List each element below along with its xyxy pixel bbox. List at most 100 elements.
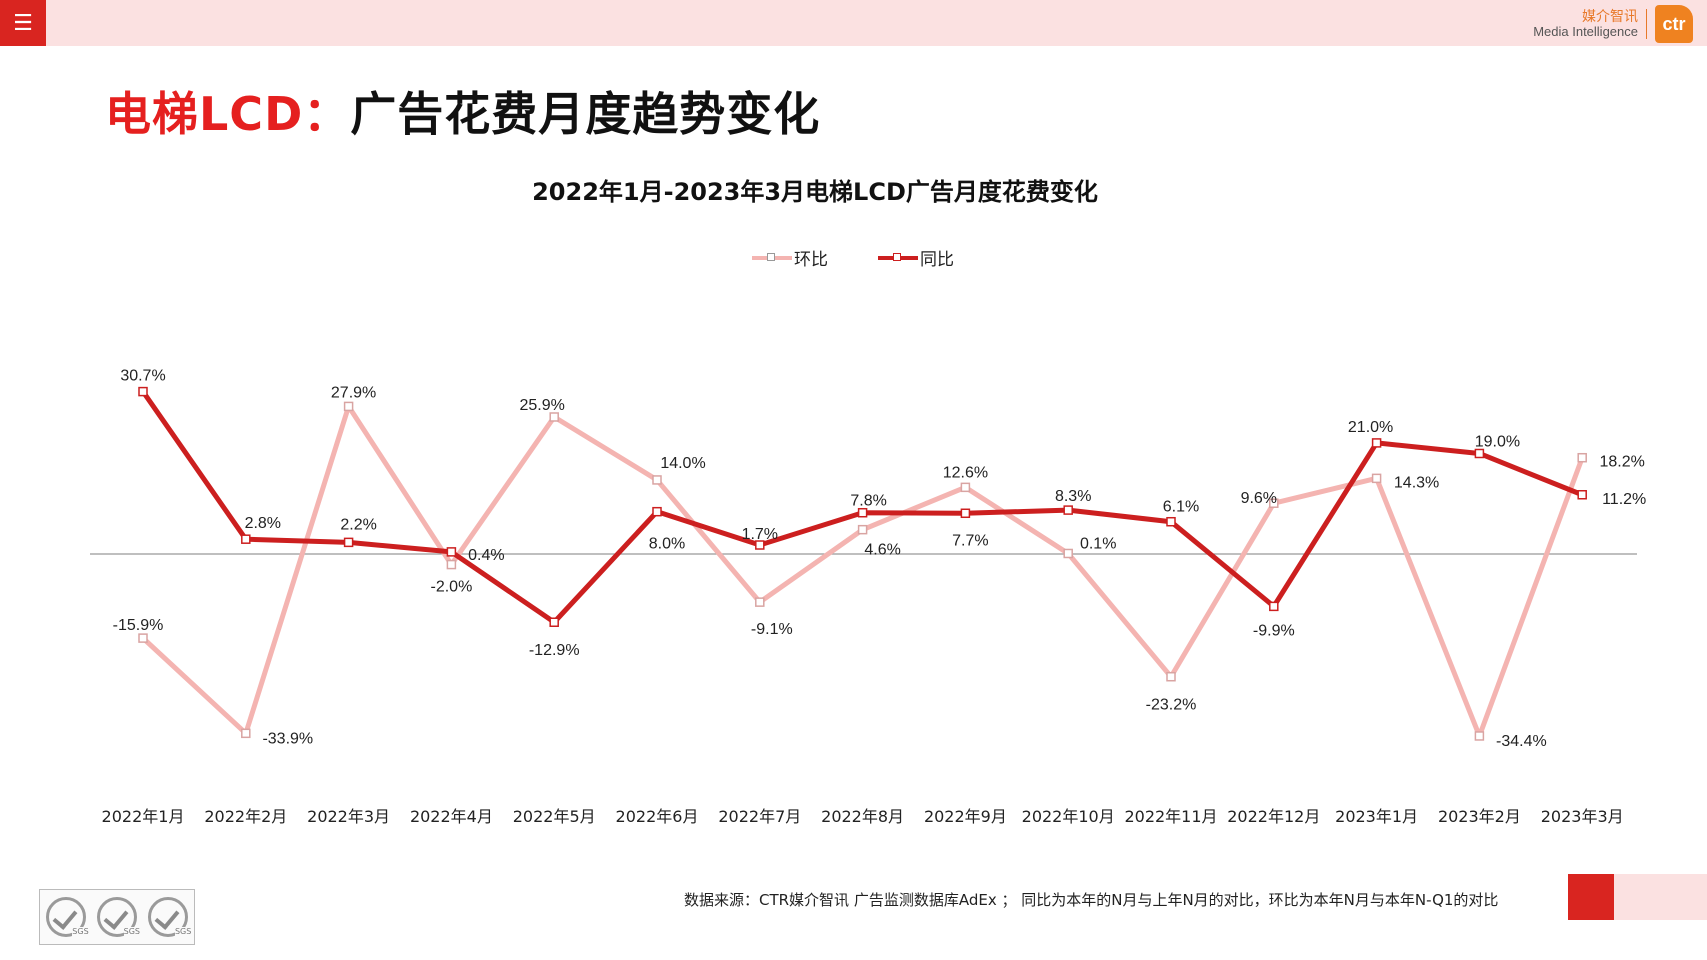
legend-item-hb: 环比 xyxy=(752,245,828,270)
data-point-tb xyxy=(1063,505,1073,515)
data-point-tb xyxy=(343,537,354,548)
sgs-check-icon: SGS xyxy=(45,897,89,937)
data-point-tb xyxy=(652,506,662,517)
x-tick-label: 2023年1月 xyxy=(1335,807,1418,826)
data-label-tb: 21.0% xyxy=(1348,419,1393,436)
data-label-hb: 18.2% xyxy=(1600,454,1645,471)
sgs-certification-badge: SGS SGS SGS xyxy=(39,889,195,945)
data-point-hb xyxy=(1063,548,1073,559)
data-point-tb xyxy=(1269,601,1279,612)
x-tick-label: 2022年6月 xyxy=(616,807,699,826)
data-label-tb: 2.8% xyxy=(245,515,281,532)
legend-label-tb: 同比 xyxy=(920,250,954,270)
brand-divider xyxy=(1646,9,1647,39)
data-label-tb: 7.8% xyxy=(850,493,886,510)
chart-legend: 环比 同比 xyxy=(752,245,1004,270)
data-point-hb xyxy=(1474,731,1485,741)
data-label-hb: 0.1% xyxy=(1080,535,1116,552)
line-chart: -15.9% -33.9% 27.9% -2.0% 25.9% 14.0% -9.1% 4.6… xyxy=(90,368,1646,826)
data-point-tb xyxy=(138,386,148,397)
data-point-tb xyxy=(857,507,868,518)
data-point-tb xyxy=(1577,490,1587,500)
x-tick-label: 2022年9月 xyxy=(924,807,1007,826)
data-point-tb xyxy=(1166,516,1176,527)
data-label-hb: -33.9% xyxy=(262,730,313,747)
data-label-tb: -9.9% xyxy=(1253,622,1295,639)
x-tick-label: 2022年7月 xyxy=(718,807,801,826)
data-point-hb xyxy=(549,412,559,422)
legend-line-tb-icon xyxy=(878,252,918,261)
data-point-hb xyxy=(1269,498,1279,508)
data-label-hb: 14.3% xyxy=(1394,474,1439,491)
brand-logo: 媒介智讯 Media Intelligence ctr xyxy=(1533,4,1693,44)
data-label-tb: -12.9% xyxy=(529,642,580,659)
legend-label-hb: 环比 xyxy=(794,250,828,270)
legend-line-hb-icon xyxy=(752,252,792,261)
brand-name-cn: 媒介智讯 xyxy=(1582,8,1638,25)
data-label-hb: -9.1% xyxy=(751,621,793,638)
data-point-hb xyxy=(138,633,148,643)
data-label-tb: 8.0% xyxy=(649,536,685,553)
x-tick-label: 2022年3月 xyxy=(307,807,390,826)
data-label-hb: 27.9% xyxy=(331,384,376,401)
data-point-hb xyxy=(857,524,868,535)
data-label-hb: 14.0% xyxy=(660,455,705,472)
x-tick-label: 2022年12月 xyxy=(1227,807,1320,826)
x-tick-label: 2022年4月 xyxy=(410,807,493,826)
x-tick-label: 2022年2月 xyxy=(204,807,287,826)
data-point-tb xyxy=(1474,448,1485,459)
x-tick-label: 2022年11月 xyxy=(1124,807,1217,826)
data-point-hb xyxy=(1166,671,1176,682)
data-point-hb xyxy=(241,728,251,739)
data-point-hb xyxy=(1371,473,1382,484)
data-label-tb: 19.0% xyxy=(1475,433,1520,450)
data-label-hb: 9.6% xyxy=(1241,490,1277,507)
data-point-hb xyxy=(652,475,662,485)
data-label-tb: 11.2% xyxy=(1602,491,1646,508)
chart-title: 2022年1月-2023年3月电梯LCD广告月度花费变化 xyxy=(532,178,1098,206)
data-label-hb: -2.0% xyxy=(431,579,473,596)
data-point-tb xyxy=(755,540,765,550)
data-point-hb xyxy=(755,597,765,607)
footer-accent-pink xyxy=(1614,874,1707,920)
data-label-hb: -23.2% xyxy=(1146,697,1197,714)
data-label-tb: 7.7% xyxy=(952,532,988,549)
data-point-tb xyxy=(241,534,251,544)
data-point-tb xyxy=(446,547,457,557)
x-tick-label: 2023年3月 xyxy=(1541,807,1624,826)
sgs-check-icon: SGS xyxy=(96,897,140,937)
footer-source-note: 数据来源：CTR媒介智讯 广告监测数据库AdEx ； 同比为本年的N月与上年N月… xyxy=(684,891,1499,909)
data-label-hb: -15.9% xyxy=(113,617,164,634)
data-point-tb xyxy=(960,508,971,519)
data-label-tb: 30.7% xyxy=(120,368,165,385)
data-point-hb xyxy=(960,482,971,493)
brand-name-en: Media Intelligence xyxy=(1533,23,1638,39)
hamburger-menu-icon[interactable]: ☰ xyxy=(0,0,46,46)
data-label-tb: 1.7% xyxy=(742,526,778,543)
x-tick-label: 2022年10月 xyxy=(1022,807,1115,826)
page-title-black: 广告花费月度趋势变化 xyxy=(350,87,821,141)
data-point-hb xyxy=(343,401,354,412)
data-point-tb xyxy=(1371,438,1382,448)
page-title: 电梯LCD：广告花费月度趋势变化 xyxy=(105,78,820,144)
ctr-logo-icon: ctr xyxy=(1655,5,1693,43)
footer-accent-red xyxy=(1568,874,1614,920)
x-tick-label: 2023年2月 xyxy=(1438,807,1521,826)
x-tick-label: 2022年5月 xyxy=(513,807,596,826)
data-label-hb: 4.6% xyxy=(864,542,900,559)
legend-item-tb: 同比 xyxy=(878,245,954,270)
x-tick-label: 2022年1月 xyxy=(102,807,185,826)
data-label-tb: 6.1% xyxy=(1163,499,1199,516)
data-point-hb xyxy=(1577,452,1587,463)
data-point-hb xyxy=(446,559,457,570)
data-label-tb: 2.2% xyxy=(340,516,376,533)
data-label-tb: 0.4% xyxy=(468,547,504,564)
page-title-red: 电梯LCD： xyxy=(105,87,351,141)
data-label-hb: -34.4% xyxy=(1496,733,1547,750)
data-point-tb xyxy=(549,617,559,627)
data-label-hb: 12.6% xyxy=(943,464,988,481)
sgs-check-icon: SGS xyxy=(148,897,192,937)
data-label-hb: 25.9% xyxy=(520,397,565,414)
top-bar: ☰ 媒介智讯 Media Intelligence ctr xyxy=(0,0,1707,46)
data-label-tb: 8.3% xyxy=(1055,488,1091,505)
